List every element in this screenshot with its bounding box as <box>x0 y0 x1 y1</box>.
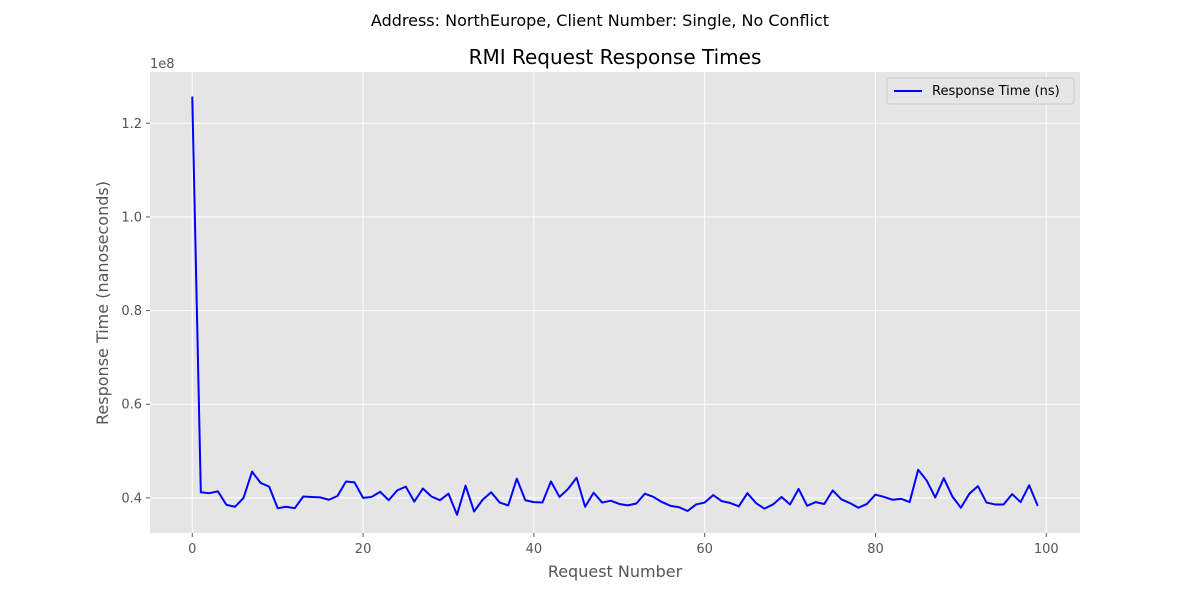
x-tick-label: 0 <box>188 542 196 557</box>
grid-lines <box>150 72 1080 533</box>
chart-title: RMI Request Response Times <box>469 45 762 69</box>
legend-entry: Response Time (ns) <box>932 84 1060 99</box>
legend: Response Time (ns) <box>886 77 1075 105</box>
y-tick-label: 0.6 <box>121 398 142 413</box>
x-tick-label: 60 <box>696 542 713 557</box>
series-group <box>191 96 1039 516</box>
x-tick-label: 80 <box>867 542 884 557</box>
y-tick-label: 1.0 <box>121 210 142 225</box>
chart-suptitle: Address: NorthEurope, Client Number: Sin… <box>371 11 829 30</box>
y-tick-label: 1.2 <box>121 117 142 132</box>
y-offset-label: 1e8 <box>150 57 175 72</box>
x-tick-label: 100 <box>1034 542 1059 557</box>
x-tick-label: 40 <box>526 542 543 557</box>
x-tick-label: 20 <box>355 542 372 557</box>
x-axis-label: Request Number <box>548 562 683 581</box>
legend-box <box>886 77 1075 105</box>
series-line <box>191 96 1039 516</box>
axis-ticks: 0 20 40 60 80 100 0.4 0.6 0.8 1.0 1.2 <box>121 117 1058 557</box>
y-tick-label: 0.4 <box>121 491 142 506</box>
y-tick-label: 0.8 <box>121 304 142 319</box>
plot-area <box>150 72 1080 533</box>
y-axis-label: Response Time (nanoseconds) <box>93 181 112 425</box>
